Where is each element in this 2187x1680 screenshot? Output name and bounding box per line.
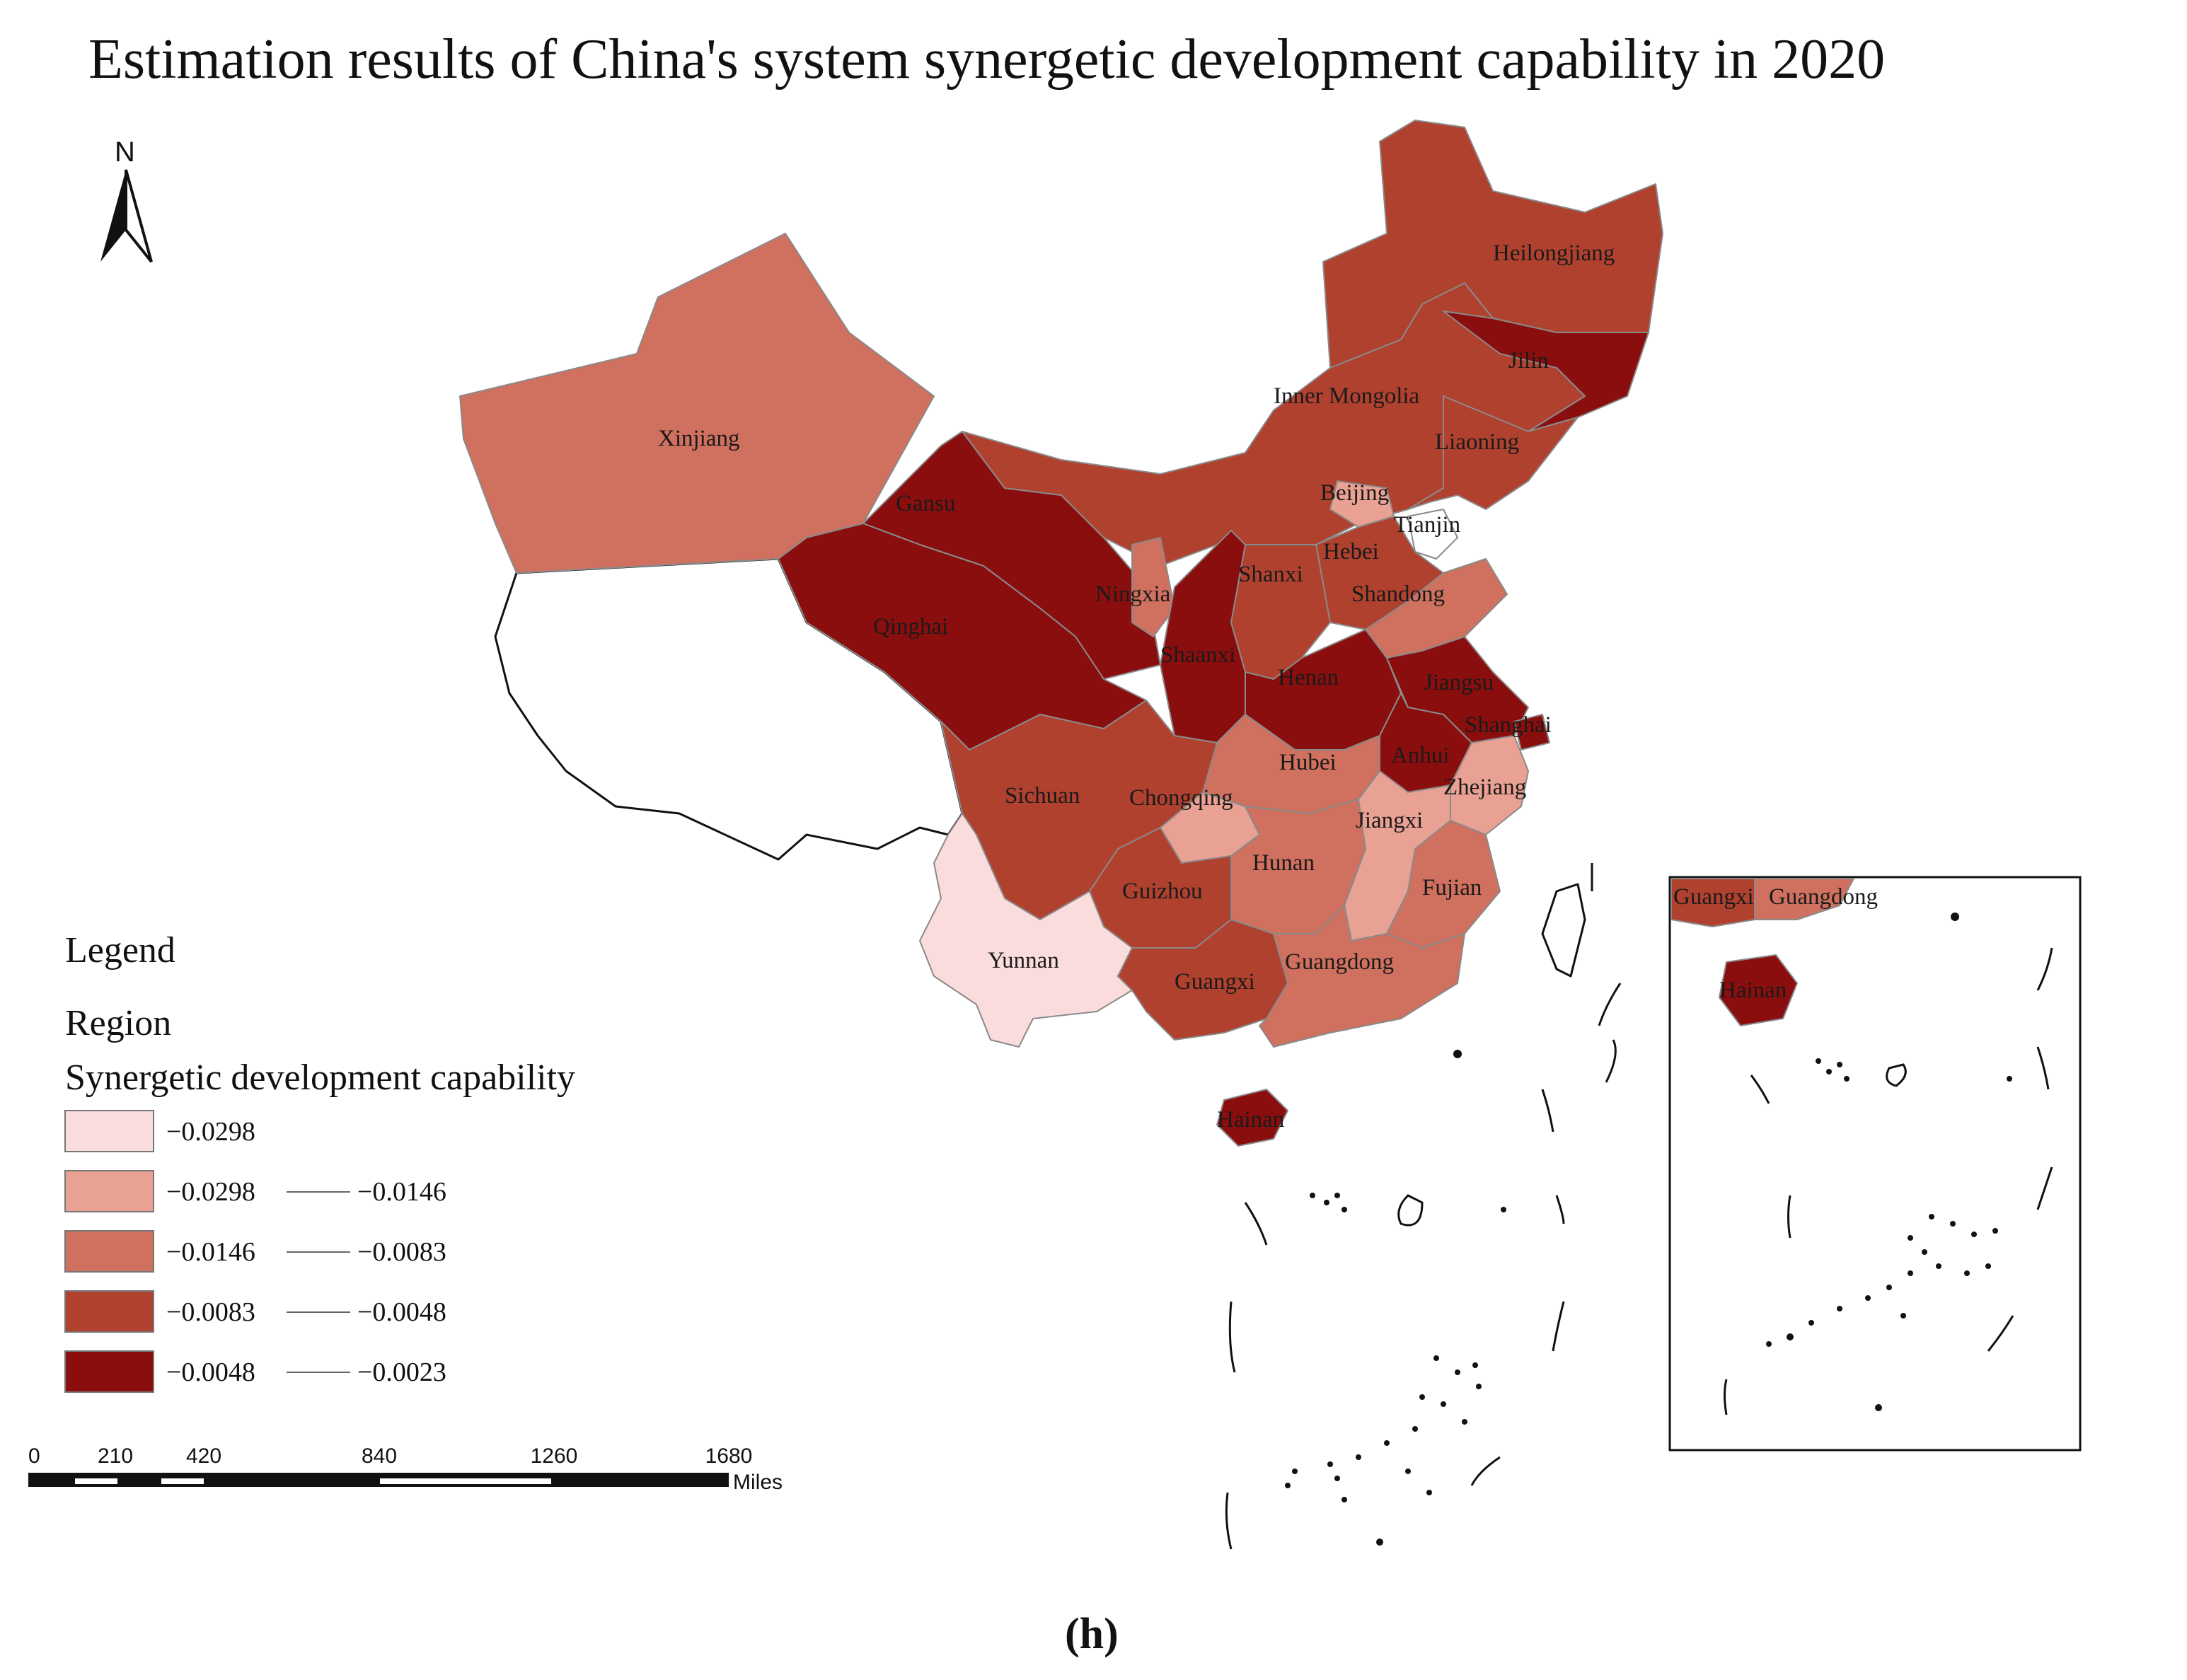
scale-unit: Miles [733, 1471, 783, 1494]
province-ningxia[interactable] [1131, 537, 1175, 637]
label-hebei: Hebei [1323, 539, 1379, 564]
legend-high-value: −0.0048 [357, 1297, 446, 1327]
legend-low-value: −0.0048 [166, 1357, 255, 1387]
label-inner-mongolia: Inner Mongolia [1274, 383, 1420, 409]
legend-item: −0.0146 −0.0083 [64, 1230, 446, 1273]
label-beijing: Beijing [1320, 480, 1389, 506]
label-hubei: Hubei [1279, 750, 1337, 775]
inset-map: Guangxi Guangdong Hainan [1668, 876, 2082, 1452]
scale-tick-label: 1680 [705, 1444, 753, 1468]
province-shanghai[interactable] [1513, 714, 1550, 751]
province-tianjin[interactable] [1407, 509, 1458, 560]
label-heilongjiang: Heilongjiang [1493, 241, 1615, 266]
legend-heading: Legend [65, 930, 175, 971]
scale-tick-label: 420 [186, 1444, 221, 1468]
legend-low-value: −0.0298 [166, 1177, 255, 1207]
legend: Legend Region Synergetic development cap… [64, 930, 575, 1393]
legend-high-value: −0.0083 [357, 1237, 446, 1267]
province-labels: Heilongjiang Jilin Liaoning Inner Mongol… [658, 241, 1615, 1132]
legend-swatch [64, 1350, 154, 1393]
inset-label-guangdong: Guangdong [1769, 884, 1878, 910]
legend-low-value: −0.0146 [166, 1237, 255, 1267]
label-ningxia: Ningxia [1095, 581, 1171, 607]
legend-high-value: −0.0023 [357, 1357, 446, 1387]
label-jilin: Jilin [1508, 348, 1549, 373]
inset-island-dots [1766, 913, 2012, 1411]
province-heilongjiang[interactable] [1322, 120, 1663, 369]
province-shaanxi[interactable] [1160, 530, 1246, 743]
south-china-sea-islands [1225, 863, 1622, 1550]
province-guangxi[interactable] [1117, 919, 1288, 1041]
legend-swatch [64, 1230, 154, 1273]
legend-swatch [64, 1290, 154, 1333]
north-arrow-icon: N [100, 137, 153, 263]
label-gansu: Gansu [896, 491, 955, 516]
legend-item: −0.0298 −0.0146 [64, 1170, 446, 1212]
province-guangdong[interactable] [1259, 905, 1465, 1048]
label-guangxi: Guangxi [1175, 969, 1255, 995]
label-shaanxi: Shaanxi [1160, 642, 1235, 668]
inset-label-hainan: Hainan [1719, 978, 1787, 1003]
province-yunnan[interactable] [919, 813, 1133, 1048]
legend-swatch [64, 1110, 154, 1152]
label-guizhou: Guizhou [1122, 879, 1203, 904]
label-jiangxi: Jiangxi [1356, 808, 1423, 833]
taiwan-outline [1541, 883, 1586, 978]
scale-bar: 0 210 420 840 1260 1680 Miles [28, 1444, 783, 1494]
label-xinjiang: Xinjiang [658, 426, 739, 451]
province-hainan[interactable] [1216, 1089, 1288, 1147]
legend-item: −0.0298 [64, 1110, 255, 1152]
province-xinjiang[interactable] [459, 233, 935, 574]
label-chongqing: Chongqing [1129, 785, 1233, 811]
scale-tick-label: 840 [362, 1444, 397, 1468]
map-title: Estimation results of China's system syn… [88, 28, 1885, 91]
china-map: Heilongjiang Jilin Liaoning Inner Mongol… [459, 120, 1663, 1550]
label-guangdong: Guangdong [1285, 949, 1394, 975]
label-hainan: Hainan [1217, 1107, 1284, 1132]
province-liaoning[interactable] [1407, 395, 1579, 510]
legend-item: −0.0083 −0.0048 [64, 1290, 446, 1333]
label-hunan: Hunan [1252, 850, 1315, 876]
label-shanghai: Shanghai [1465, 712, 1552, 738]
label-yunnan: Yunnan [988, 948, 1059, 973]
label-qinghai: Qinghai [873, 614, 948, 639]
inset-hainan [1719, 954, 1798, 1026]
label-fujian: Fujian [1422, 875, 1482, 900]
label-jiangsu: Jiangsu [1424, 670, 1494, 695]
legend-high-value: −0.0146 [357, 1177, 446, 1207]
figure-caption: (h) [1065, 1610, 1119, 1658]
legend-swatch [64, 1170, 154, 1212]
label-sichuan: Sichuan [1005, 783, 1080, 809]
label-shanxi: Shanxi [1238, 562, 1303, 587]
label-anhui: Anhui [1391, 743, 1450, 768]
inset-boundary-lines [1724, 947, 2053, 1415]
scale-tick-label: 210 [98, 1444, 133, 1468]
island-dots [1285, 1050, 1506, 1546]
label-liaoning: Liaoning [1435, 429, 1519, 455]
inset-label-guangxi: Guangxi [1673, 884, 1754, 910]
inset-guangdong-area [1754, 878, 1854, 920]
label-henan: Henan [1278, 665, 1339, 690]
legend-subheading: Region [65, 1003, 171, 1043]
scale-tick-label: 1260 [531, 1444, 578, 1468]
north-label: N [115, 137, 135, 168]
legend-low-value: −0.0083 [166, 1297, 255, 1327]
label-zhejiang: Zhejiang [1443, 775, 1526, 800]
scale-tick-label: 0 [28, 1444, 40, 1468]
legend-field-title: Synergetic development capability [65, 1058, 575, 1098]
legend-low-value: −0.0298 [166, 1117, 255, 1147]
label-shandong: Shandong [1351, 581, 1445, 607]
label-tianjin: Tianjin [1394, 512, 1460, 538]
legend-item: −0.0048 −0.0023 [64, 1350, 446, 1393]
